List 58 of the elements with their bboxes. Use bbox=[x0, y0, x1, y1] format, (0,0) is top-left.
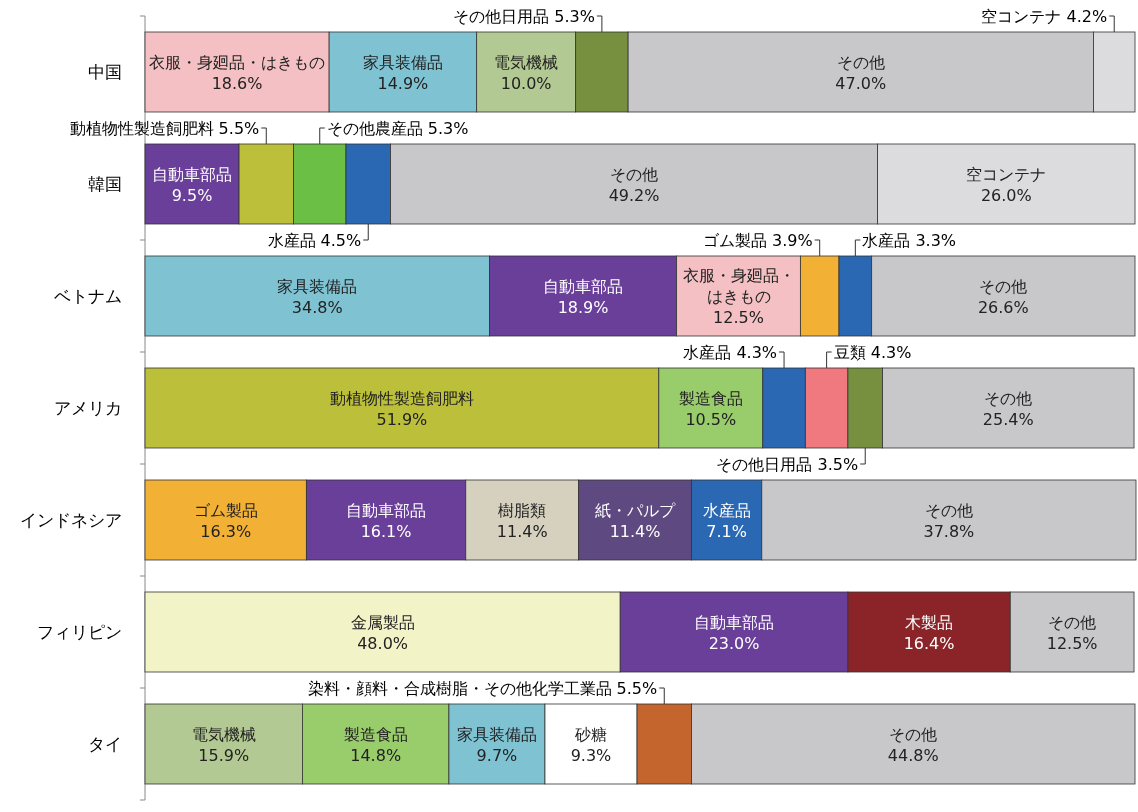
data-label: 動植物性製造飼肥料 51.9% bbox=[329, 388, 474, 429]
category-label: アメリカ bbox=[54, 398, 122, 418]
data-label: 衣服・身廻品・はきもの 18.6% bbox=[149, 52, 326, 93]
data-label: 金属製品 48.0% bbox=[350, 612, 415, 653]
data-label: 電気機械 15.9% bbox=[191, 724, 256, 765]
data-label: その他 26.6% bbox=[977, 276, 1029, 317]
data-label: その他 37.8% bbox=[923, 500, 975, 541]
data-label: その他 47.0% bbox=[835, 52, 887, 93]
data-label: 衣服・身廻品・はきもの 12.5% bbox=[682, 266, 795, 327]
leader-label: その他農産品 5.3% bbox=[319, 119, 469, 145]
data-label: 家具装備品 14.9% bbox=[362, 52, 443, 93]
data-label: 水産品 4.3% bbox=[683, 343, 778, 362]
data-label: その他日用品 3.5% bbox=[716, 455, 859, 474]
leader-label: 水産品 4.5% bbox=[267, 223, 369, 250]
data-label: その他 12.5% bbox=[1046, 612, 1098, 653]
leader-label: 水産品 4.3% bbox=[683, 343, 785, 369]
data-label: 家具装備品 34.8% bbox=[277, 276, 358, 317]
data-label: 製造食品 14.8% bbox=[343, 724, 408, 765]
data-label: 染料・顔料・合成樹脂・その他化学工業品 5.5% bbox=[307, 679, 658, 698]
data-label: 電気機械 10.0% bbox=[494, 52, 559, 93]
data-label: 空コンテナ 4.2% bbox=[981, 7, 1108, 26]
data-label: その他 49.2% bbox=[608, 164, 660, 205]
category-label: インドネシア bbox=[20, 510, 122, 530]
data-label: 砂糖 9.3% bbox=[570, 724, 612, 765]
category-label: タイ bbox=[88, 734, 122, 754]
data-label: 樹脂類 11.4% bbox=[496, 500, 548, 541]
leader-label: 水産品 3.3% bbox=[854, 231, 957, 257]
data-label: 製造食品 10.5% bbox=[678, 388, 743, 429]
data-label: 動植物性製造飼肥料 5.5% bbox=[69, 119, 260, 138]
data-label: 自動車部品 23.0% bbox=[694, 612, 775, 653]
category-label: フィリピン bbox=[37, 622, 122, 642]
leader-label: 空コンテナ 4.2% bbox=[981, 7, 1115, 33]
data-label: 木製品 16.4% bbox=[903, 612, 955, 653]
data-label: ゴム製品 3.9% bbox=[702, 231, 813, 250]
data-label: その他日用品 5.3% bbox=[453, 7, 595, 26]
leader-label: その他日用品 3.5% bbox=[716, 447, 866, 474]
data-label: 家具装備品 9.7% bbox=[456, 724, 537, 765]
data-label: 水産品 3.3% bbox=[862, 231, 957, 250]
data-label: 自動車部品 16.1% bbox=[346, 500, 427, 541]
leader-label: ゴム製品 3.9% bbox=[702, 231, 821, 257]
leader-label: その他日用品 5.3% bbox=[453, 7, 603, 33]
category-label: 中国 bbox=[88, 62, 122, 82]
data-label: その他 44.8% bbox=[887, 724, 939, 765]
data-label: 自動車部品 9.5% bbox=[152, 164, 233, 205]
data-label: 紙・パルプ 11.4% bbox=[595, 500, 677, 541]
data-label: 豆類 4.3% bbox=[833, 343, 912, 362]
category-label: 韓国 bbox=[88, 174, 122, 194]
data-label: 空コンテナ 26.0% bbox=[966, 164, 1047, 205]
leader-label: 豆類 4.3% bbox=[826, 343, 912, 369]
leader-label: 動植物性製造飼肥料 5.5% bbox=[69, 119, 267, 145]
leader-label: 染料・顔料・合成樹脂・その他化学工業品 5.5% bbox=[307, 679, 665, 705]
category-label: ベトナム bbox=[54, 286, 122, 306]
data-label: その他農産品 5.3% bbox=[326, 119, 469, 138]
data-label: その他 25.4% bbox=[982, 388, 1034, 429]
data-label: 自動車部品 18.9% bbox=[543, 276, 624, 317]
data-label: 水産品 7.1% bbox=[702, 500, 751, 541]
data-label: ゴム製品 16.3% bbox=[193, 500, 258, 541]
data-label: 水産品 4.5% bbox=[267, 231, 362, 250]
